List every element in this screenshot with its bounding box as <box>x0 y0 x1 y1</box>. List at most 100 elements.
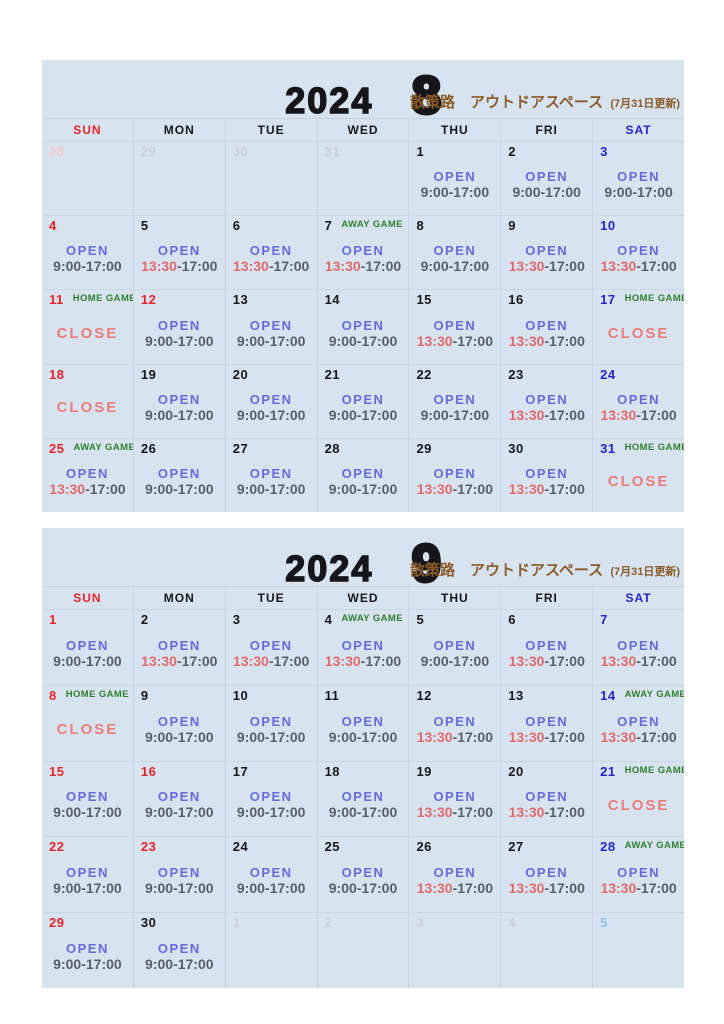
weekday-header-sun: SUN <box>73 591 102 605</box>
date-cell-header: 10 <box>593 216 684 234</box>
date-number: 26 <box>416 839 432 855</box>
date-cell-body <box>134 160 225 215</box>
hours-end: -17:00 <box>173 406 214 423</box>
date-cell-27: 27 OPEN 9:00-17:00 <box>224 438 317 513</box>
open-label: OPEN <box>66 941 109 957</box>
date-cell-header: 23 <box>134 837 225 855</box>
hours-text: 9:00-17:00 <box>329 729 398 746</box>
open-label: OPEN <box>249 243 293 259</box>
date-cell-26: 26 OPEN 13:30-17:00 <box>408 837 500 913</box>
hours-start: 9:00 <box>604 184 633 201</box>
hours-text: 13:30-17:00 <box>325 258 401 275</box>
hours-text: 9:00-17:00 <box>329 804 398 821</box>
hours-text: 9:00-17:00 <box>604 184 673 201</box>
date-cell-10: 10 OPEN 13:30-17:00 <box>592 216 684 290</box>
date-cell-29: 29 OPEN 13:30-17:00 <box>408 438 500 513</box>
date-number: 22 <box>416 366 432 382</box>
date-cell-header: 22 <box>409 365 500 383</box>
game-label: AWAY GAME <box>624 688 685 700</box>
date-number: 29 <box>49 915 65 931</box>
hours-end: -17:00 <box>452 804 493 821</box>
open-label: OPEN <box>249 317 293 333</box>
date-cell-20: 20 OPEN 13:30-17:00 <box>500 761 592 837</box>
hours-start: 9:00 <box>328 804 357 821</box>
date-cell-header: 14 <box>318 290 409 308</box>
date-cell-header: 28 <box>318 439 409 457</box>
week-row: 8 HOME GAME CLOSE 9 OPEN 9:00-17:00 10 OPEN 9:00… <box>42 684 684 761</box>
date-number: 3 <box>600 144 608 159</box>
date-cell-4: 4 AWAY GAME OPEN 13:30-17:00 <box>316 610 409 685</box>
open-label: OPEN <box>525 637 569 653</box>
calendar-august-title: 2024 8 散策路 アウトドアスペース (7月31日更新) <box>42 60 684 124</box>
hours-end: -17:00 <box>173 480 214 497</box>
facility-note: 散策路 アウトドアスペース (7月31日更新) <box>410 91 680 112</box>
date-cell-body: OPEN 9:00-17:00 <box>42 628 133 685</box>
date-number: 23 <box>140 839 157 855</box>
date-number: 8 <box>49 687 57 703</box>
date-number: 27 <box>508 839 524 855</box>
open-label: OPEN <box>249 465 293 481</box>
date-cell-21: 21 HOME GAME CLOSE <box>592 761 684 837</box>
hours-start: 9:00 <box>328 332 357 349</box>
date-cell-header: 14 AWAY GAME <box>593 686 684 704</box>
hours-end: -17:00 <box>636 880 677 897</box>
hours-text: 13:30-17:00 <box>233 258 309 275</box>
date-cell-27: 27 OPEN 13:30-17:00 <box>500 837 592 913</box>
open-label: OPEN <box>157 391 201 407</box>
hours-start: 13:30 <box>416 728 453 745</box>
calendar-year: 2024 <box>285 80 374 121</box>
date-cell-17: 17 HOME GAME CLOSE <box>592 290 684 364</box>
hours-end: -17:00 <box>544 332 585 349</box>
hours-end: -17:00 <box>360 258 402 275</box>
date-cell-body: OPEN 13:30-17:00 <box>593 383 684 438</box>
date-number: 9 <box>508 218 517 234</box>
open-label: OPEN <box>341 637 385 653</box>
hours-start: 9:00 <box>145 956 174 973</box>
date-cell-31: 31 HOME GAME CLOSE <box>592 438 684 513</box>
hours-start: 9:00 <box>420 406 449 423</box>
date-cell-body: OPEN 13:30-17:00 <box>226 628 317 685</box>
date-cell-body: OPEN 13:30-17:00 <box>501 457 592 512</box>
calendar-september: 2024 9 散策路 アウトドアスペース (7月31日更新) SUN MON TUE… <box>42 528 684 988</box>
date-number: 12 <box>140 292 157 308</box>
hours-text: 13:30-17:00 <box>509 729 585 746</box>
date-cell-body: OPEN 9:00-17:00 <box>134 931 225 988</box>
hours-start: 9:00 <box>53 804 82 821</box>
date-cell-25: 25 OPEN 9:00-17:00 <box>316 837 409 913</box>
open-label: OPEN <box>66 465 109 481</box>
weekday-header-row: SUN MON TUE WED THU FRI SAT <box>42 586 684 609</box>
hours-end: -17:00 <box>544 728 585 745</box>
date-cell-header: 4 <box>501 913 592 931</box>
date-cell-13: 13 OPEN 9:00-17:00 <box>224 290 317 364</box>
hours-start: 9:00 <box>53 652 82 669</box>
date-cell-11: 11 HOME GAME CLOSE <box>42 290 133 363</box>
date-cell-body <box>226 160 317 215</box>
date-cell-23: 23 OPEN 13:30-17:00 <box>500 364 592 438</box>
date-cell-header: 2 <box>501 142 592 160</box>
facility-name: 散策路 アウトドアスペース <box>409 94 604 111</box>
date-cell-header: 3 <box>593 142 684 160</box>
date-number: 3 <box>232 612 241 627</box>
date-cell-body: OPEN 13:30-17:00 <box>134 234 225 289</box>
date-number: 15 <box>49 763 65 779</box>
hours-start: 9:00 <box>236 880 265 897</box>
date-number: 4 <box>324 612 333 627</box>
date-cell-header: 21 HOME GAME <box>593 762 684 780</box>
date-cell-header: 29 <box>134 142 225 160</box>
open-label: OPEN <box>157 865 201 881</box>
week-row: 18 CLOSE 19 OPEN 9:00-17:00 20 OPEN 9:00-17:00 2… <box>42 363 684 438</box>
date-cell-body: OPEN 13:30-17:00 <box>42 457 133 512</box>
date-number: 3 <box>416 915 425 931</box>
date-number: 13 <box>232 292 249 308</box>
hours-start: 13:30 <box>508 728 545 745</box>
game-label: AWAY GAME <box>624 840 685 852</box>
date-cell-header: 30 <box>134 913 225 931</box>
date-cell-header: 6 <box>226 216 317 234</box>
date-cell-21: 21 OPEN 9:00-17:00 <box>316 364 409 438</box>
open-label: OPEN <box>341 317 385 333</box>
hours-start: 9:00 <box>53 956 82 973</box>
hours-text: 9:00-17:00 <box>329 407 398 424</box>
hours-end: -17:00 <box>636 652 677 669</box>
hours-end: -17:00 <box>173 332 214 349</box>
hours-text: 9:00-17:00 <box>145 729 214 746</box>
